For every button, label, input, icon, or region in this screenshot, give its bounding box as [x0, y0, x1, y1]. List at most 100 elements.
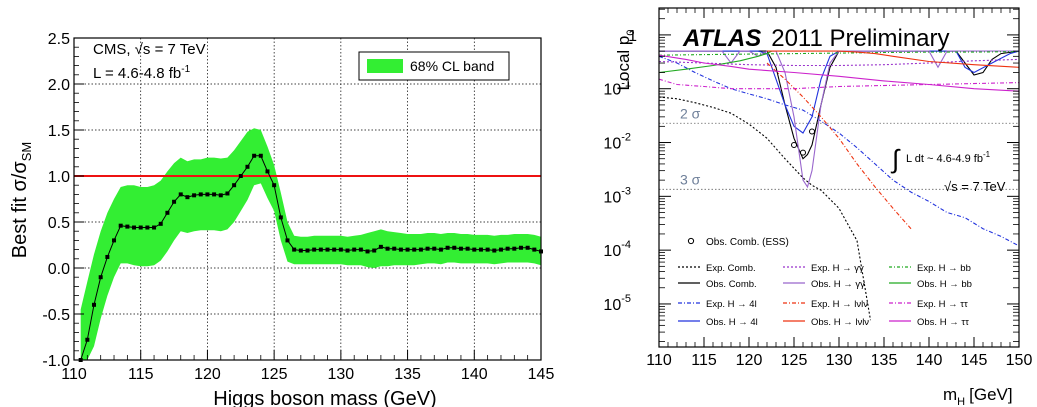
cms-y-tick-label: 1.0 — [48, 169, 70, 186]
atlas-x-tick-label: 110 — [646, 352, 672, 369]
cms-data-point — [492, 248, 497, 253]
atlas-y-tick-base: 10 — [603, 243, 621, 260]
atlas-legend-label: Exp. H → ττ — [917, 299, 968, 310]
cms-frame — [73, 37, 542, 361]
cms-data-point — [305, 248, 310, 253]
atlas-legend-label: Obs. H → bb — [917, 279, 972, 290]
cms-data-point — [252, 153, 257, 158]
atlas-x-axis-label-unit: [GeV] — [969, 385, 1012, 404]
atlas-y-tick-label: 10-4 — [603, 239, 631, 260]
cms-x-tick-labels: 110 115 120 125 130 135 140 145 — [61, 366, 554, 383]
cms-info-lumi-main: L = 4.6-4.8 fb — [93, 65, 181, 82]
cms-data-point — [412, 247, 417, 252]
atlas-series-line — [659, 78, 1019, 90]
atlas-x-tick-label: 115 — [691, 352, 717, 369]
cms-data-point — [498, 247, 503, 252]
atlas-series-line — [767, 50, 1019, 68]
cms-data-point — [265, 169, 270, 174]
atlas-y-tick-label: 10-1 — [603, 78, 631, 99]
cms-data-point — [352, 247, 357, 252]
atlas-energy: √s = 7 TeV — [944, 179, 1006, 194]
atlas-y-tick-exp: -4 — [621, 239, 631, 251]
cms-data-point — [432, 246, 437, 251]
cms-data-point — [98, 275, 103, 280]
atlas-y-tick-base: 10 — [603, 297, 621, 314]
cms-data-point — [458, 246, 463, 251]
atlas-sigma-label: 2 σ — [680, 105, 701, 121]
atlas-x-axis-label-sub: H — [957, 396, 965, 407]
cms-data-point — [85, 337, 90, 342]
atlas-y-axis-label-sub: 0 — [625, 30, 637, 36]
atlas-x-tick-label: 150 — [1006, 352, 1033, 369]
atlas-y-tick-base: 10 — [603, 136, 621, 153]
cms-data-point — [298, 248, 303, 253]
atlas-y-axis-label-main: Local p — [614, 36, 633, 91]
atlas-lumi-sup: -1 — [983, 150, 991, 159]
atlas-obs-marker — [809, 128, 815, 135]
cms-68-band — [80, 128, 541, 360]
cms-data-point — [138, 225, 143, 230]
cms-x-tick-label: 120 — [194, 366, 221, 383]
cms-data-point — [118, 223, 123, 228]
atlas-legend-label: Exp. H → bb — [917, 263, 971, 274]
cms-data-point — [392, 246, 397, 251]
atlas-obs-marker — [791, 141, 797, 148]
cms-data-point — [345, 248, 350, 253]
atlas-y-tick-base: 10 — [603, 82, 621, 99]
atlas-legend-label: Exp. Comb. — [706, 263, 756, 274]
cms-data-point — [405, 247, 410, 252]
cms-data-point — [518, 245, 523, 250]
cms-markers — [78, 153, 543, 362]
cms-x-tick-label: 110 — [61, 366, 87, 383]
cms-data-point — [245, 164, 250, 169]
cms-data-point — [425, 246, 430, 251]
cms-data-point — [125, 224, 130, 229]
atlas-title-rest: 2011 Preliminary — [771, 25, 949, 52]
cms-data-point — [238, 174, 243, 178]
atlas-y-tick-base: 10 — [603, 189, 621, 206]
cms-legend-swatch — [367, 59, 403, 73]
atlas-x-tick-labels: 110 115 120 125 130 135 140 145 150 — [646, 352, 1032, 369]
atlas-y-tick-labels: 110-110-210-310-410-5 — [603, 28, 637, 314]
atlas-y-axis-label: Local p0 — [614, 30, 637, 91]
cms-data-point — [218, 193, 223, 198]
cms-x-axis-label: Higgs boson mass (GeV) — [213, 388, 436, 407]
atlas-series-line — [659, 58, 1019, 67]
atlas-obs-marker — [800, 149, 806, 156]
atlas-series-line — [659, 50, 1019, 189]
cms-data-point — [525, 245, 530, 250]
atlas-x-axis-label: mH [GeV] — [943, 385, 1013, 407]
cms-y-tick-labels: -1.0 -0.5 0.0 0.5 1.0 1.5 2.0 2.5 — [42, 31, 70, 370]
cms-data-point — [472, 247, 477, 252]
atlas-legend-label: Exp. H → γγ — [811, 263, 864, 274]
cms-y-tick-label: 2.5 — [48, 31, 70, 48]
atlas-legend-label: Obs. H → 4l — [706, 317, 758, 328]
cms-data-point — [418, 247, 423, 252]
atlas-chart: 2 σ3 σ 110 115 120 125 130 135 140 145 150 110-1… — [603, 7, 1032, 407]
cms-chart: 110 115 120 125 130 135 140 145 -1.0 -0.5 0.0 0.5 1… — [9, 31, 554, 407]
cms-x-tick-label: 125 — [261, 366, 288, 383]
atlas-y-tick-label: 10-2 — [603, 132, 631, 153]
cms-x-tick-label: 135 — [394, 366, 421, 383]
atlas-y-tick-label: 1 — [628, 28, 637, 45]
cms-data-point — [445, 245, 450, 250]
cms-data-point — [478, 247, 483, 252]
cms-data-point — [372, 248, 377, 253]
atlas-x-tick-label: 135 — [871, 352, 898, 369]
atlas-x-tick-label: 130 — [826, 352, 853, 369]
cms-info-energy: CMS, √s = 7 TeV — [93, 41, 206, 58]
atlas-x-tick-label: 140 — [916, 352, 943, 369]
cms-data-point — [452, 245, 457, 250]
atlas-legend-label: Obs. H → lνlν — [811, 317, 869, 328]
atlas-legend-label: Obs. Comb. — [706, 279, 757, 290]
cms-ticks — [73, 37, 542, 361]
cms-data-point — [318, 247, 323, 252]
cms-data-point — [512, 246, 517, 251]
cms-data-point — [485, 247, 490, 252]
cms-data-point — [212, 192, 217, 197]
cms-y-axis-label-main: Best fit σ/σ — [9, 161, 31, 259]
cms-data-point — [338, 247, 343, 252]
cms-y-tick-label: -0.5 — [42, 307, 70, 324]
atlas-series — [659, 50, 1019, 321]
cms-y-tick-label: 2.0 — [48, 77, 70, 94]
